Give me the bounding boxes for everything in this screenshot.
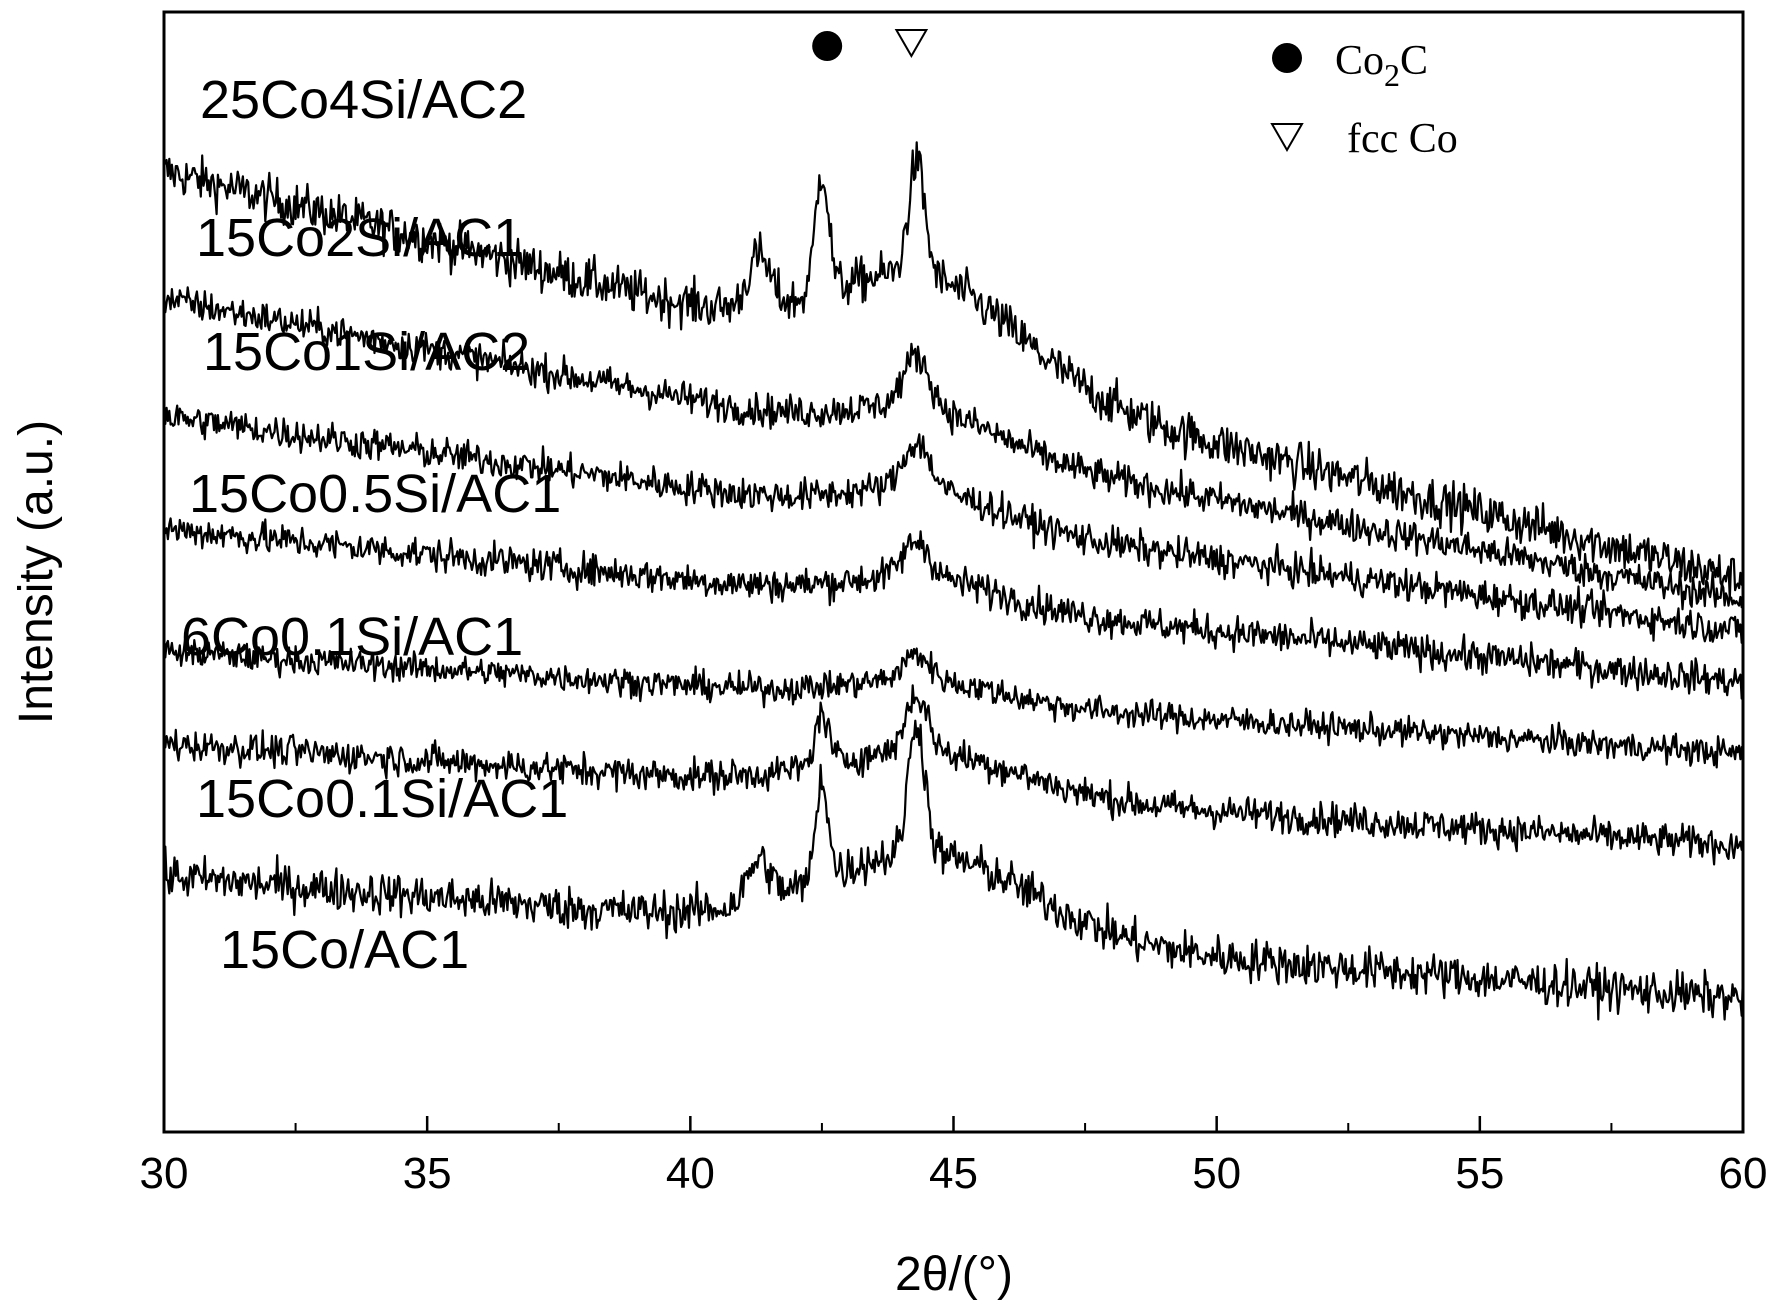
y-axis-label: Intensity (a.u.) [10, 420, 63, 724]
x-tick-label: 55 [1455, 1149, 1504, 1198]
series-label: 25Co4Si/AC2 [200, 70, 527, 130]
x-tick-label: 60 [1719, 1149, 1768, 1198]
co2c-peak-marker [812, 31, 842, 61]
x-tick-label: 35 [403, 1149, 452, 1198]
x-tick-label: 30 [140, 1149, 189, 1198]
legend-circle-icon [1272, 43, 1302, 73]
series-label: 15Co/AC1 [220, 920, 469, 980]
series-label: 15Co1Si/AC2 [203, 322, 530, 382]
series-label: 6Co0.1Si/AC1 [181, 607, 523, 667]
legend-label: fcc Co [1347, 116, 1458, 162]
x-tick-label: 45 [929, 1149, 978, 1198]
series-label: 15Co0.5Si/AC1 [189, 464, 561, 524]
x-tick-label: 50 [1192, 1149, 1241, 1198]
series-label: 15Co0.1Si/AC1 [196, 769, 568, 829]
x-axis-label: 2θ/(°) [895, 1248, 1013, 1301]
x-tick-label: 40 [666, 1149, 715, 1198]
series-label: 15Co2Si/AC1 [196, 208, 523, 268]
